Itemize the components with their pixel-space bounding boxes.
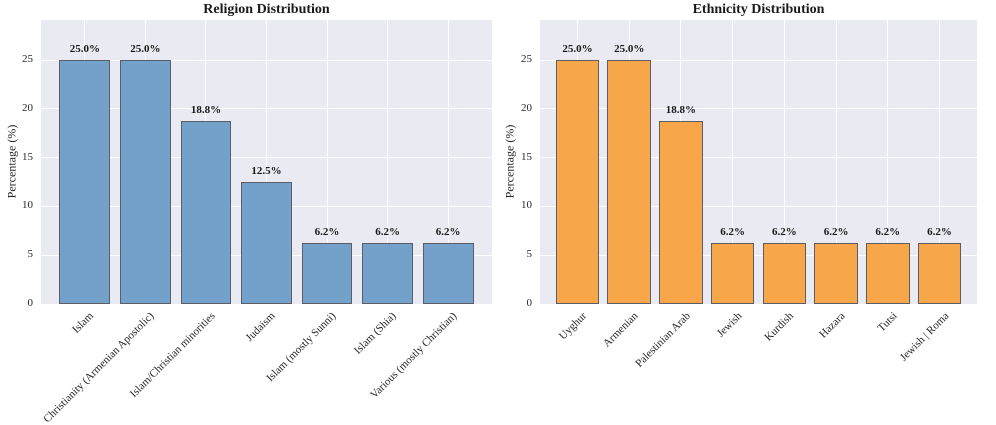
bar: [120, 60, 171, 304]
gridline-vertical: [783, 20, 785, 304]
chart-title: Ethnicity Distribution: [692, 2, 825, 17]
x-tick-label: Judaism: [243, 310, 278, 344]
bar-value-label: 25.0%: [130, 43, 161, 55]
bar: [917, 243, 962, 304]
y-tick-label: 0: [526, 297, 533, 309]
bar-value-label: 6.2%: [375, 226, 400, 239]
bar: [866, 243, 910, 304]
bar: [180, 120, 232, 304]
bar-value-label: 18.8%: [665, 103, 697, 116]
plot-area: [41, 20, 492, 304]
bar-value-label: 12.5%: [251, 165, 282, 177]
bar: [814, 243, 858, 304]
x-tick-label: Jewish | Roma: [897, 310, 951, 364]
x-tick-label: Hazara: [817, 310, 848, 341]
gridline-vertical: [447, 20, 449, 304]
bar: [422, 243, 474, 304]
y-tick-label: 10: [22, 199, 33, 212]
gridline-horizontal: [540, 157, 977, 159]
gridline-vertical: [835, 20, 837, 304]
bar: [710, 243, 755, 304]
bar-value-label: 6.2%: [771, 226, 797, 239]
bar: [301, 243, 353, 304]
bar-value-label: 18.8%: [190, 103, 222, 116]
x-tick-label: Jewish: [714, 310, 745, 340]
y-tick-label: 25: [521, 53, 532, 65]
y-tick-label: 5: [27, 248, 34, 261]
chart-title: Religion Distribution: [203, 2, 330, 17]
gridline-vertical: [939, 20, 940, 304]
gridline-vertical: [732, 20, 734, 304]
bar-value-label: 6.2%: [927, 226, 952, 239]
bar-value-label: 25.0%: [69, 43, 100, 55]
x-tick-label: Kurdish: [762, 310, 796, 344]
y-tick-label: 20: [22, 101, 33, 114]
gridline-horizontal: [540, 254, 977, 256]
y-tick-label: 25: [22, 53, 33, 65]
gridline-vertical: [887, 20, 889, 304]
bar-value-label: 6.2%: [314, 226, 340, 239]
x-tick-label: Christianity (Armenian Apostolic): [41, 310, 157, 425]
bar: [762, 243, 807, 304]
gridline-vertical: [266, 20, 267, 304]
x-tick-label: Islam (mostly Sunni): [264, 310, 339, 385]
gridline-vertical: [326, 20, 328, 304]
bar-value-label: 6.2%: [823, 226, 849, 239]
x-tick-label: Islam: [70, 310, 97, 336]
bar-value-label: 6.2%: [435, 226, 461, 239]
y-tick-label: 0: [27, 297, 34, 309]
plot-area: [540, 20, 977, 304]
bar: [555, 60, 600, 304]
y-tick-label: 20: [521, 101, 532, 114]
bar: [241, 182, 292, 304]
x-tick-label: Uyghur: [556, 310, 589, 343]
bar-value-label: 6.2%: [875, 226, 901, 239]
y-tick-label: 15: [22, 150, 33, 163]
x-tick-label: Tutsi: [875, 310, 900, 335]
gridline-horizontal: [540, 108, 977, 110]
bar: [59, 60, 111, 304]
bar-value-label: 25.0%: [614, 43, 645, 55]
bar-value-label: 6.2%: [720, 226, 746, 239]
bar-value-label: 25.0%: [562, 43, 593, 55]
y-tick-label: 15: [521, 150, 532, 163]
gridline-vertical: [387, 20, 389, 304]
bar: [362, 243, 413, 304]
x-tick-label: Islam (Shia): [352, 310, 400, 357]
gridline-horizontal: [540, 205, 977, 207]
x-tick-label: Armenian: [601, 310, 641, 350]
x-tick-label: Palestinian Arab: [632, 310, 693, 370]
y-tick-label: 10: [521, 199, 532, 212]
bar: [659, 120, 703, 304]
y-tick-label: 5: [526, 248, 533, 261]
bar: [607, 60, 651, 304]
gridline-horizontal: [540, 59, 977, 61]
